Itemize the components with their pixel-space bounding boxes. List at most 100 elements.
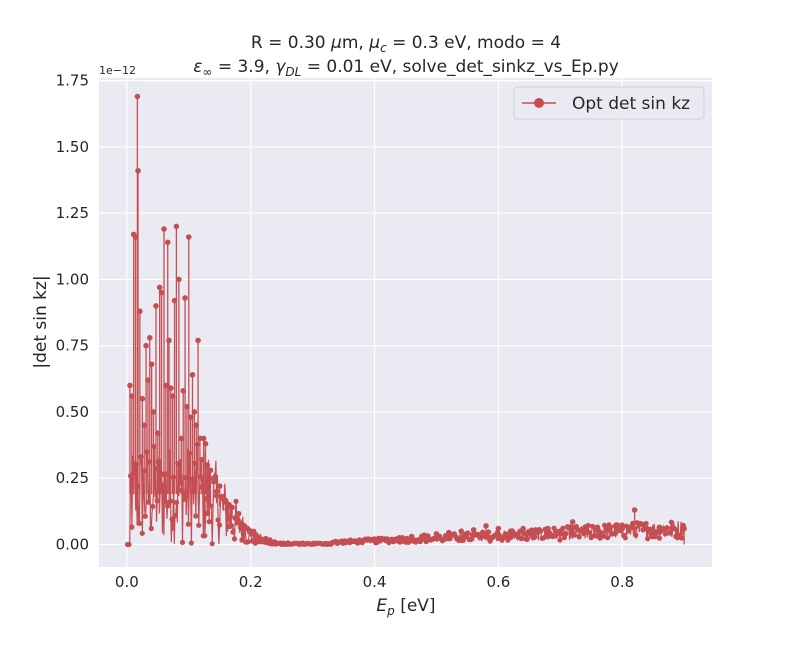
series-noise-marker — [668, 519, 675, 525]
series-noise-marker — [541, 535, 547, 541]
x-axis-label: Ep [eV] — [376, 596, 435, 618]
series-data-point — [334, 540, 341, 546]
series-data-point — [507, 528, 514, 535]
series-noise-marker — [203, 496, 209, 502]
series-noise-marker — [622, 535, 628, 541]
legend-box — [513, 86, 705, 120]
series-noise-marker — [193, 513, 199, 519]
series-data-point — [346, 539, 353, 546]
series-noise-marker — [171, 474, 177, 480]
series-noise-marker — [465, 530, 471, 536]
series-noise-marker — [240, 531, 246, 537]
series-data-point — [158, 289, 165, 296]
series-data-point — [150, 409, 157, 415]
series-noise-marker — [206, 519, 212, 525]
series-noise-marker — [468, 537, 474, 543]
series-data-point — [134, 93, 141, 100]
series-noise-marker — [527, 531, 533, 537]
series-data-point — [161, 226, 167, 232]
series-noise-marker — [194, 441, 200, 447]
series-data-point — [656, 524, 663, 531]
series-noise-marker — [679, 535, 685, 541]
series-data-point — [594, 524, 601, 531]
series-noise-marker — [196, 522, 202, 528]
series-noise-marker — [181, 496, 187, 502]
series-data-point — [607, 527, 613, 533]
grid-lines — [99, 78, 712, 567]
series-noise-marker — [604, 535, 611, 541]
series-noise-marker — [217, 522, 223, 528]
series-noise-marker — [230, 529, 236, 535]
series-noise-marker — [245, 539, 251, 545]
series-data-point — [532, 527, 539, 533]
series-noise-marker — [215, 517, 221, 523]
series-data-point — [644, 525, 650, 532]
y-tick-label: 1.75 — [56, 72, 89, 90]
series-data-point — [173, 223, 180, 230]
series-noise-marker — [144, 449, 150, 455]
series-noise-marker — [231, 536, 238, 542]
series-noise-marker — [460, 537, 466, 543]
series-data-point — [309, 541, 316, 547]
series-noise-marker — [209, 541, 215, 547]
series-noise-marker — [185, 521, 191, 527]
series-data-point — [272, 541, 279, 547]
series-data-point — [204, 462, 211, 468]
x-tick-label: 0.6 — [486, 573, 510, 591]
series-data-point — [582, 525, 588, 532]
series-data-point — [127, 382, 133, 389]
series-data-point — [285, 541, 291, 548]
series-noise-marker — [610, 531, 617, 537]
series-noise-marker — [572, 532, 578, 538]
y-axis-label: |det sin kz| — [31, 275, 51, 368]
series-noise-marker — [236, 510, 242, 517]
series-data-point — [322, 540, 328, 547]
series-data-point — [185, 234, 192, 240]
series-data-point — [176, 276, 182, 283]
series-noise-marker — [532, 534, 538, 540]
series-noise-marker — [652, 534, 658, 540]
series-data-point — [148, 361, 155, 368]
series-data-point — [146, 334, 153, 341]
tick-labels: 0.0 0.2 0.4 0.6 0.8 0.00 0.25 0.50 0.75 1.00 1.25 1… — [56, 72, 635, 591]
x-tick-label: 0.4 — [363, 573, 387, 591]
series-data-point — [569, 519, 576, 525]
series-data-point — [446, 529, 452, 536]
series-data-point — [545, 525, 551, 532]
series-noise-marker — [664, 525, 670, 531]
series-noise-marker — [557, 537, 563, 543]
series-data-point — [202, 440, 209, 447]
series-data-point — [210, 475, 217, 482]
series-data-point — [483, 523, 489, 529]
series-data-point — [557, 528, 564, 535]
series-noise-marker — [524, 536, 530, 543]
series-noise-marker — [154, 498, 160, 504]
series-data-point — [153, 303, 159, 309]
legend-label: Opt det sin kz — [572, 94, 690, 114]
series-data-point — [166, 337, 172, 344]
series-noise-marker — [148, 525, 154, 532]
series-noise-marker — [486, 529, 492, 535]
series-data-point — [359, 538, 365, 545]
series-noise-marker — [150, 503, 156, 510]
series-noise-marker — [561, 535, 568, 541]
series-noise-marker — [587, 530, 593, 536]
series-layer — [124, 93, 687, 548]
series-noise-marker — [478, 534, 484, 540]
series-data-point — [297, 541, 304, 548]
series-noise-marker — [179, 539, 186, 546]
series-data-point — [458, 528, 465, 535]
y-tick-label: 0.75 — [56, 337, 89, 355]
series-noise-marker — [645, 536, 651, 542]
series-data-point — [433, 531, 440, 537]
series-noise-marker — [615, 522, 621, 528]
series-data-point — [143, 342, 149, 349]
series-data-point — [191, 409, 198, 415]
series-data-point — [207, 467, 214, 474]
series-data-point — [384, 536, 390, 542]
series-data-point — [396, 535, 403, 541]
y-tick-label: 0.25 — [56, 469, 89, 487]
series-noise-marker — [600, 533, 606, 539]
y-tick-label: 1.25 — [56, 204, 89, 222]
series-data-point — [216, 483, 223, 489]
